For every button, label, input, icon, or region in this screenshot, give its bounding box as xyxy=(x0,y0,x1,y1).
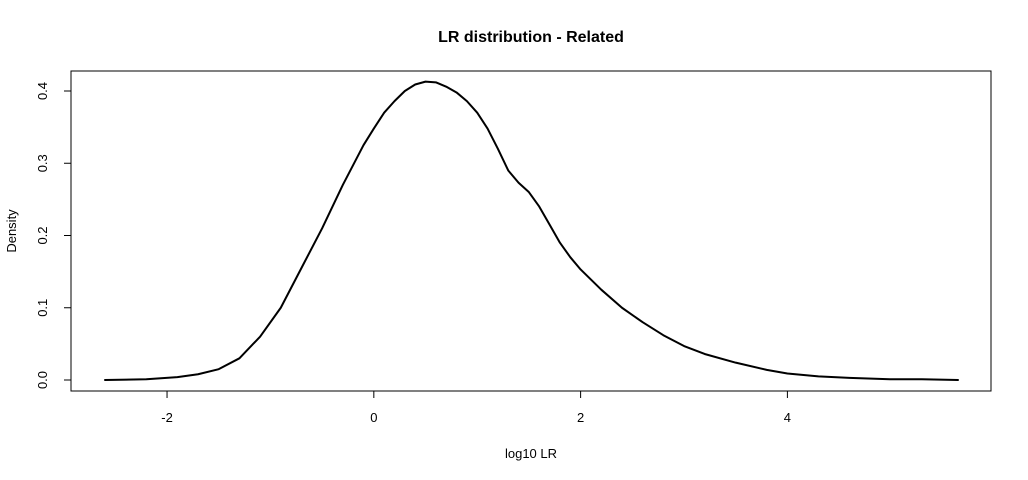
x-axis: -2 0 2 4 xyxy=(161,390,791,425)
y-tick-label: 0.0 xyxy=(35,371,50,389)
y-tick-label: 0.2 xyxy=(35,226,50,244)
y-tick-label: 0.1 xyxy=(35,299,50,317)
density-curve xyxy=(104,80,959,381)
chart-title: LR distribution - Related xyxy=(438,29,624,46)
x-tick-label: -2 xyxy=(161,410,173,425)
x-tick-label: 2 xyxy=(577,410,584,425)
plot-frame xyxy=(70,70,992,392)
y-tick-label: 0.4 xyxy=(35,82,50,100)
y-tick-label: 0.3 xyxy=(35,154,50,172)
y-axis-label: Density xyxy=(4,209,19,253)
x-axis-label: log10 LR xyxy=(505,446,557,461)
x-tick-label: 0 xyxy=(370,410,377,425)
x-tick-label: 4 xyxy=(784,410,791,425)
y-axis: 0.0 0.1 0.2 0.3 0.4 xyxy=(35,82,72,389)
